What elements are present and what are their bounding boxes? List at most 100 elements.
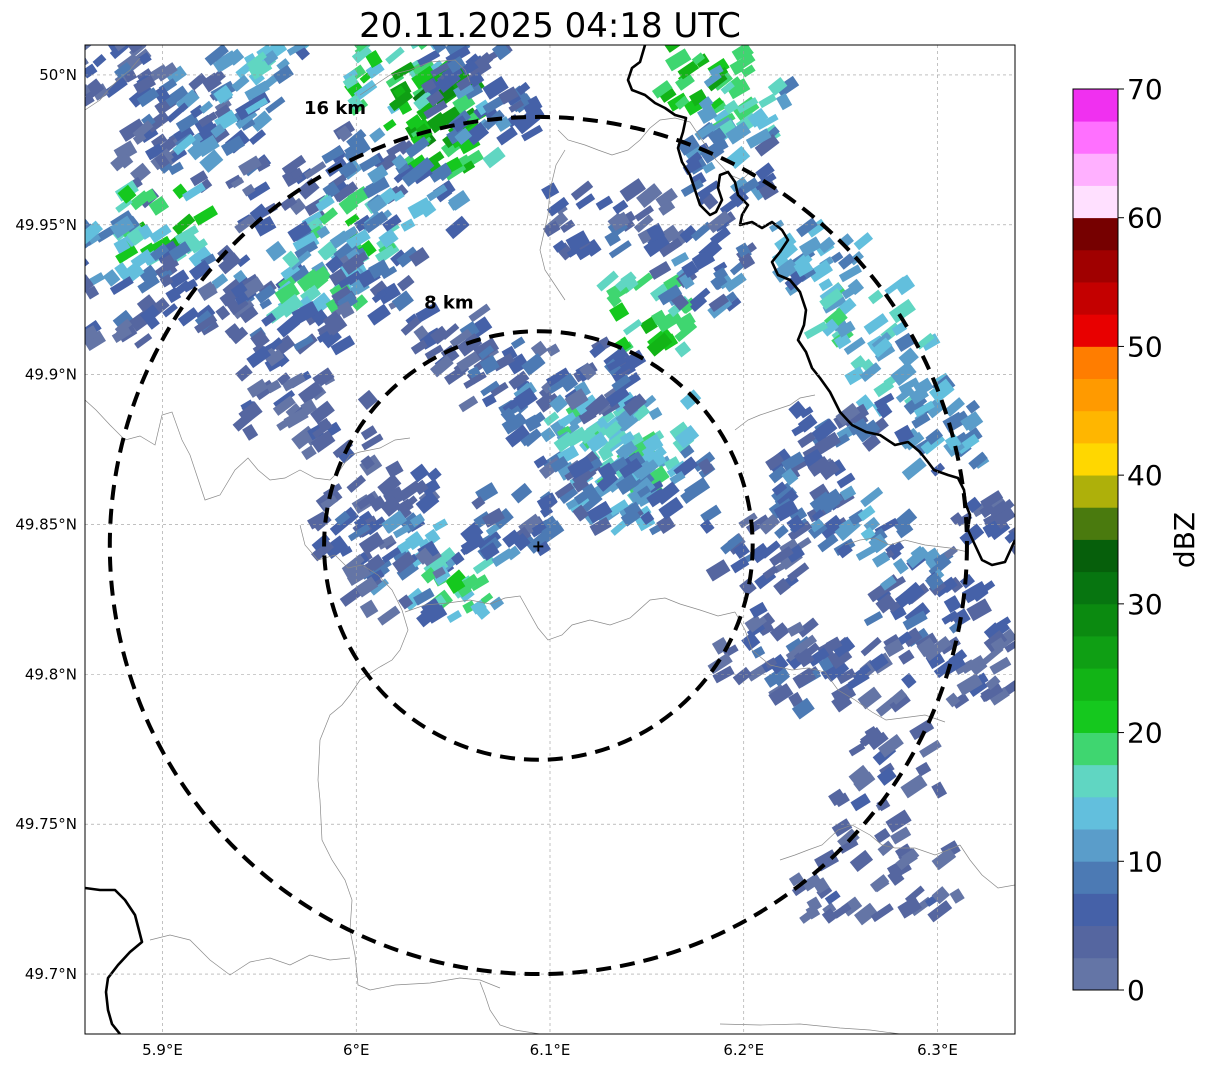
lon-tick-label: 6°E	[343, 1041, 370, 1059]
reflectivity-pixel	[413, 89, 436, 111]
reflectivity-pixel	[703, 71, 722, 88]
reflectivity-pixel	[351, 564, 371, 583]
lon-tick-label: 6.1°E	[530, 1041, 571, 1059]
reflectivity-pixel	[331, 285, 355, 308]
reflectivity-pixel	[732, 666, 753, 686]
reflectivity-pixel	[736, 97, 759, 114]
reflectivity-pixel	[274, 281, 300, 305]
reflectivity-pixel	[404, 495, 418, 509]
reflectivity-pixel	[869, 653, 889, 672]
reflectivity-pixel	[240, 399, 255, 413]
reflectivity-pixel	[726, 78, 751, 100]
reflectivity-pixel	[850, 355, 867, 372]
reflectivity-pixel	[931, 886, 950, 905]
reflectivity-pixel	[791, 697, 815, 720]
reflectivity-pixel	[254, 284, 277, 304]
reflectivity-pixel	[739, 578, 757, 596]
reflectivity-pixel	[787, 520, 813, 541]
reflectivity-pixel	[898, 347, 919, 368]
reflectivity-pixel	[945, 692, 961, 708]
reflectivity-pixel	[396, 246, 420, 268]
reflectivity-pixel	[924, 572, 944, 591]
reflectivity-pixel	[334, 510, 351, 526]
reflectivity-pixel	[199, 149, 224, 173]
reflectivity-pixel	[868, 289, 884, 305]
reflectivity-pixel	[863, 611, 884, 627]
reflectivity-pixel	[424, 344, 444, 360]
reflectivity-pixel	[822, 497, 841, 515]
reflectivity-pixel	[445, 45, 471, 59]
reflectivity-pixel	[925, 650, 946, 670]
reflectivity-pixel	[835, 402, 861, 426]
reflectivity-pixel	[133, 75, 157, 95]
reflectivity-pixel	[925, 428, 944, 445]
reflectivity-pixel	[485, 523, 500, 537]
reflectivity-pixel	[943, 595, 962, 614]
reflectivity-pixel	[839, 485, 857, 501]
reflectivity-pixel	[860, 526, 876, 542]
reflectivity-pixel	[321, 145, 345, 164]
reflectivity-pixel	[836, 542, 853, 559]
reflectivity-pixel	[807, 647, 830, 667]
reflectivity-pixel	[565, 230, 591, 253]
reflectivity-pixel	[896, 522, 914, 539]
reflectivity-pixel	[880, 575, 897, 591]
reflectivity-pixel	[290, 167, 304, 180]
reflectivity-pixel	[277, 372, 291, 386]
reflectivity-pixel	[337, 300, 355, 319]
reflectivity-pixel	[655, 187, 678, 209]
reflectivity-pixel	[338, 270, 362, 289]
reflectivity-pixel	[119, 118, 147, 142]
reflectivity-pixel	[427, 467, 442, 482]
reflectivity-cell	[705, 512, 813, 596]
reflectivity-pixel	[241, 183, 256, 197]
range-ring-labels: 16 km 8 km	[304, 98, 474, 314]
reflectivity-pixel	[232, 299, 255, 320]
reflectivity-cell	[417, 45, 525, 119]
reflectivity-pixel	[773, 499, 799, 522]
reflectivity-pixel	[418, 538, 431, 550]
reflectivity-pixel	[296, 268, 322, 293]
reflectivity-pixel	[589, 342, 606, 359]
reflectivity-pixel	[723, 99, 740, 115]
map-panel: + 16 km 8 km 5.9°E 6°E 6.1°E 6.2°E 6.3°E 50°N…	[15, 44, 1016, 1059]
reflectivity-pixel	[396, 560, 419, 581]
reflectivity-pixel	[292, 231, 320, 255]
latitude-tick-labels: 50°N 49.95°N 49.9°N 49.85°N 49.8°N 49.75°N 49.…	[15, 66, 77, 983]
reflectivity-pixel	[329, 230, 351, 249]
reflectivity-pixel	[498, 86, 519, 105]
lat-tick-label: 49.75°N	[15, 815, 77, 833]
reflectivity-pixel	[432, 566, 446, 579]
reflectivity-pixel	[405, 114, 423, 130]
reflectivity-pixel	[389, 89, 414, 112]
reflectivity-pixel	[365, 516, 387, 536]
colorbar-tick-label: 20	[1127, 717, 1163, 750]
reflectivity-pixel	[150, 133, 168, 149]
reflectivity-pixel	[745, 128, 772, 149]
reflectivity-pixel	[297, 177, 320, 200]
reflectivity-cell	[677, 121, 780, 208]
reflectivity-pixel	[981, 645, 1004, 665]
reflectivity-pixel	[809, 491, 834, 514]
reflectivity-pixel	[608, 499, 629, 517]
reflectivity-pixel	[138, 223, 154, 240]
reflectivity-pixel	[188, 259, 212, 281]
reflectivity-pixel	[132, 120, 154, 140]
reflectivity-pixel	[249, 110, 273, 132]
reflectivity-pixel	[110, 156, 125, 172]
reflectivity-pixel	[855, 394, 875, 413]
reflectivity-pixel	[446, 610, 462, 623]
reflectivity-pixel	[654, 481, 680, 505]
reflectivity-pixel	[286, 45, 307, 56]
reflectivity-pixel	[781, 451, 806, 472]
reflectivity-pixel	[189, 170, 209, 187]
reflectivity-pixel	[906, 546, 930, 569]
lat-tick-label: 49.95°N	[15, 216, 77, 234]
reflectivity-pixel	[744, 614, 763, 631]
reflectivity-pixel	[265, 349, 285, 367]
reflectivity-pixel	[720, 533, 743, 555]
reflectivity-pixel	[143, 188, 158, 203]
reflectivity-pixel	[238, 155, 262, 176]
reflectivity-pixel	[868, 533, 889, 554]
reflectivity-pixel	[152, 85, 171, 104]
